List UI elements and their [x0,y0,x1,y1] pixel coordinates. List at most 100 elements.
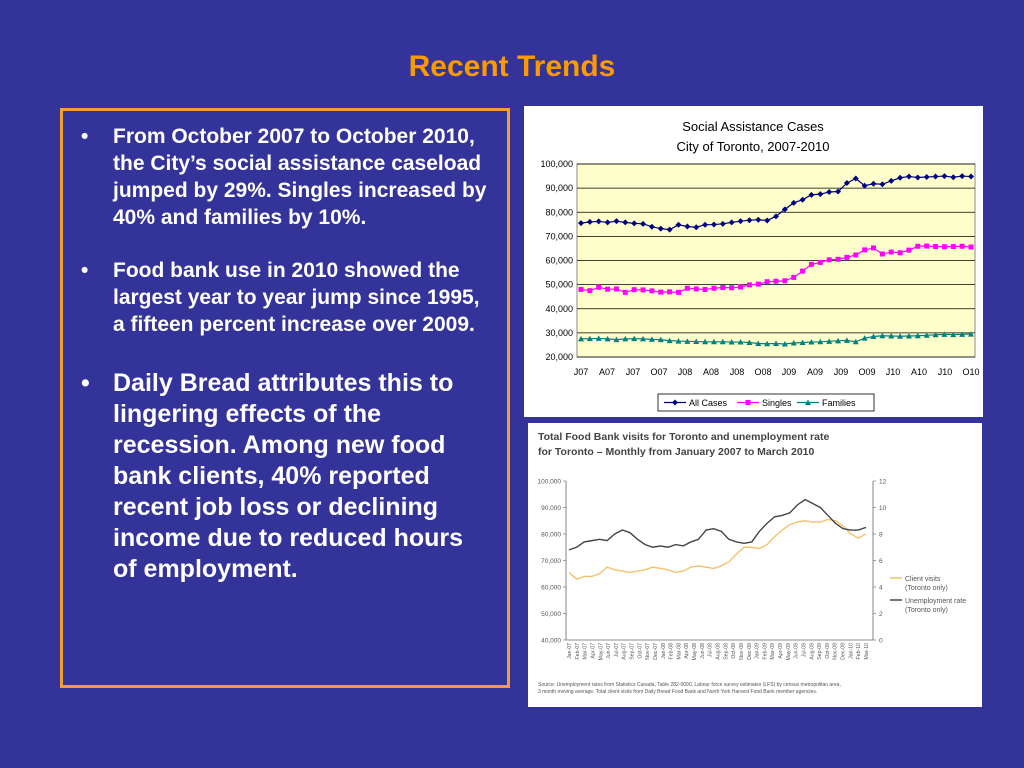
data-point [923,174,930,181]
data-point [605,286,611,292]
data-point [932,173,939,180]
data-point [745,400,751,405]
data-point [586,218,593,225]
food-bank-chart-svg: Total Food Bank visits for Toronto and u… [538,431,967,695]
x-tick-label: Sep-07 [630,643,636,660]
data-point [799,339,806,346]
data-point [648,336,655,342]
data-point [684,338,691,344]
x-tick-label: J07 [626,367,641,377]
x-tick-label: J10 [886,367,901,377]
data-point [968,331,974,337]
data-point [897,174,904,181]
y2-tick-label: 2 [879,611,883,618]
x-tick-label: Jan-10 [848,643,854,659]
bullet-item: • Food bank use in 2010 showed the larges… [79,257,493,338]
data-point [764,279,770,285]
y-tick-label: 100,000 [540,159,573,169]
data-point [888,249,894,255]
data-point [826,188,833,195]
x-tick-label: Mar-07 [583,643,589,660]
data-point [861,335,868,341]
x-tick-label: Mar-09 [770,643,776,660]
x-tick-label: Apr-09 [778,643,784,659]
data-point [719,220,726,227]
bullet-item: • Daily Bread attributes this to lingerin… [79,368,493,585]
x-tick-label: Jan-08 [661,643,667,659]
x-tick-label: Feb-07 [575,643,581,660]
data-point [764,340,771,347]
data-point [941,173,948,180]
bullet-text: Daily Bread attributes this to lingering… [113,369,464,583]
data-point [595,218,602,225]
x-tick-label: Jun-07 [606,643,612,659]
data-point [852,175,859,182]
data-point [914,174,921,181]
x-tick-label: Aug-07 [622,643,628,660]
y-tick-label: 20,000 [545,352,573,362]
data-point [959,243,965,249]
data-point [667,289,673,295]
data-point [622,335,629,342]
x-tick-label: Feb-10 [856,643,862,660]
bullet-list: • From October 2007 to October 2010, the … [79,123,493,585]
data-point [800,268,806,274]
y2-tick-label: 8 [879,532,883,539]
data-point [693,338,700,345]
data-point [805,399,811,405]
x-tick-label: J08 [678,367,693,377]
x-tick-label: O08 [754,367,771,377]
x-tick-label: O07 [650,367,667,377]
y-tick-label: 40,000 [545,304,573,314]
data-point [595,335,602,341]
x-tick-label: Sep-08 [723,643,729,660]
x-tick-label: Jun-08 [700,643,706,659]
data-point [817,259,823,265]
data-point [861,182,868,189]
data-point [950,174,957,181]
y-tick-label: 90,000 [545,183,573,193]
x-tick-label: O10 [962,367,979,377]
slide-title: Recent Trends [408,50,616,83]
x-tick-label: A08 [703,367,719,377]
chart-title: Social Assistance Cases [682,119,824,134]
data-point [773,340,779,346]
data-point [675,338,682,344]
x-tick-label: A10 [911,367,927,377]
chart-subtitle: City of Toronto, 2007-2010 [677,139,830,154]
legend-label: (Toronto only) [905,585,948,592]
series-line-client-visits [568,518,867,580]
y-tick-label: 60,000 [545,256,573,266]
data-point [914,332,921,339]
data-point [578,220,584,227]
data-point [968,173,974,180]
y-tick-label: 40,000 [541,638,561,645]
data-point [604,219,611,226]
data-point [755,281,761,287]
data-point [782,278,788,284]
chart-source-line-2: 3 month moving average. Total client vis… [538,689,817,695]
data-point [844,254,850,260]
data-point [879,181,886,188]
y-tick-label: 60,000 [541,585,561,592]
legend-label: Unemployment rate [905,598,966,605]
data-point [933,244,939,250]
data-point [684,223,691,230]
x-tick-label: Feb-08 [669,643,675,660]
data-point [631,220,638,227]
data-point [897,333,904,339]
data-point [737,218,744,225]
chart-legend: All Cases Singles Families [657,393,875,412]
x-tick-label: Aug-09 [809,643,815,660]
data-point [719,338,726,345]
y2-tick-label: 6 [879,558,883,565]
data-point [764,217,771,224]
data-point [587,288,593,294]
x-tick-label: A09 [807,367,823,377]
bullet-dot-icon: • [81,125,89,148]
bullet-text: From October 2007 to October 2010, the C… [113,125,487,229]
legend-label: Singles [762,398,792,408]
data-point [657,225,664,232]
y2-tick-label: 4 [879,585,883,592]
legend-label: Families [822,398,856,408]
